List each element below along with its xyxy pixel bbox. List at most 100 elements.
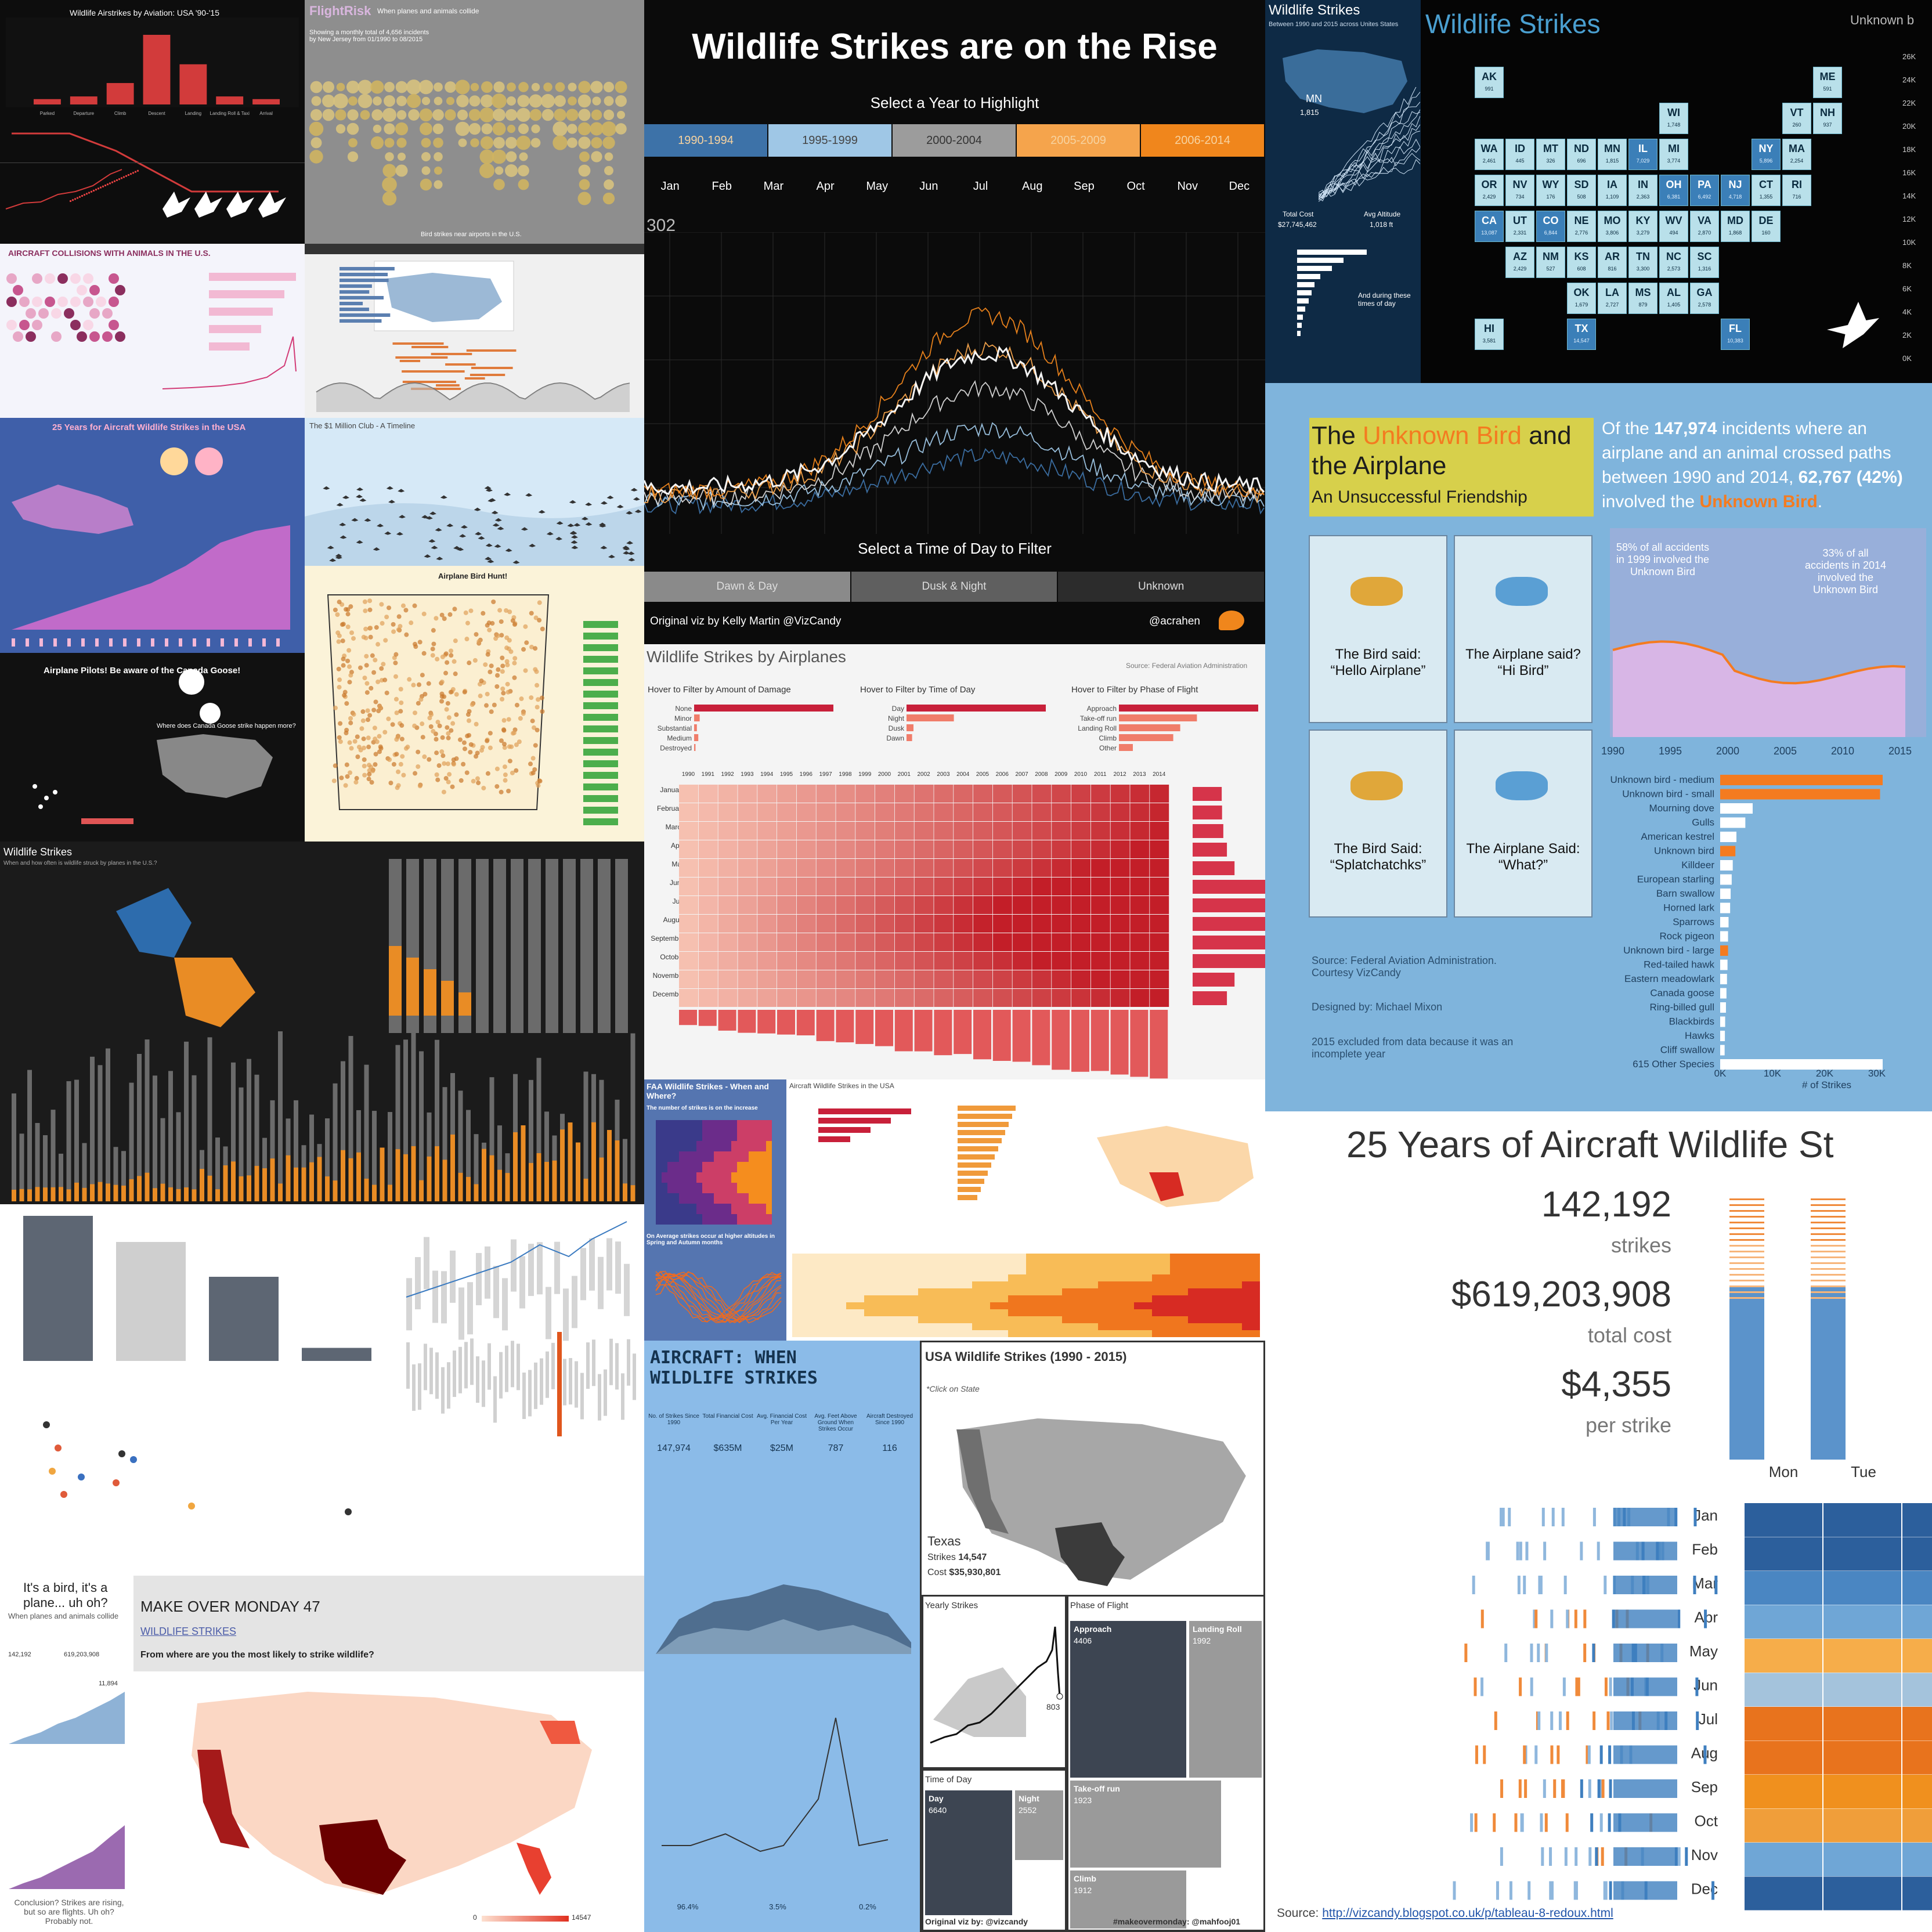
state-tile[interactable]: CT 1,355 — [1752, 175, 1781, 206]
day-tick — [1811, 1256, 1846, 1258]
tile-wildlife-rise: Wildlife Strikes are on the Rise Select … — [644, 0, 1265, 644]
state-tile[interactable]: WA 2,461 — [1475, 139, 1504, 170]
year-tab[interactable]: 1990-1994 — [644, 124, 767, 157]
time-tab[interactable]: Dusk & Night — [851, 572, 1057, 602]
state-tile[interactable]: MO 3,806 — [1598, 211, 1627, 242]
state-tile[interactable]: OK 1,679 — [1567, 283, 1596, 314]
state-tile[interactable]: MN 1,815 — [1598, 139, 1627, 170]
state-tile[interactable]: AL 1,405 — [1659, 283, 1688, 314]
source-link[interactable]: http://vizcandy.blogspot.co.uk/p/tableau… — [1322, 1906, 1613, 1920]
mom-choropleth[interactable] — [133, 1674, 644, 1930]
state-tile[interactable]: LA 2,727 — [1598, 283, 1627, 314]
state-tile[interactable]: NE 2,776 — [1567, 211, 1596, 242]
state-tile[interactable]: RI 716 — [1782, 175, 1811, 206]
state-tile[interactable]: OR 2,429 — [1475, 175, 1504, 206]
state-tile[interactable]: NH 937 — [1813, 103, 1842, 134]
state-tile[interactable]: TN 3,300 — [1628, 247, 1657, 278]
state-tile[interactable]: PA 6,492 — [1690, 175, 1719, 206]
filter-time-label[interactable]: Hover to Filter by Time of Day — [860, 685, 976, 695]
state-tile[interactable]: WY 176 — [1536, 175, 1565, 206]
phase-block[interactable]: Take-off run 1923 — [1070, 1781, 1221, 1868]
aws-heat-cell — [900, 1330, 918, 1337]
state-tile[interactable]: WI 1,748 — [1659, 103, 1688, 134]
state-tile[interactable]: MT 326 — [1536, 139, 1565, 170]
state-tile[interactable]: CA 13,087 — [1475, 211, 1504, 242]
state-tile[interactable]: NC 2,573 — [1659, 247, 1688, 278]
usa-map[interactable] — [922, 1395, 1265, 1615]
state-tile[interactable]: SC 1,316 — [1690, 247, 1719, 278]
incident-dot — [468, 109, 481, 121]
year-total-bar — [1110, 1010, 1129, 1075]
bird-dot — [383, 638, 388, 643]
heat-cell — [1012, 877, 1032, 895]
faa-heat-cell — [679, 1120, 685, 1131]
state-tile[interactable]: GA 2,578 — [1690, 283, 1719, 314]
state-tile[interactable]: NM 527 — [1536, 247, 1565, 278]
time-tab[interactable]: Dawn & Day — [644, 572, 850, 602]
state-tile[interactable]: TX 14,547 — [1567, 319, 1596, 350]
state-tile[interactable]: VT 260 — [1782, 103, 1811, 134]
state-tile[interactable]: ND 696 — [1567, 139, 1596, 170]
state-tile[interactable]: ID 445 — [1505, 139, 1534, 170]
goose-map[interactable] — [0, 653, 305, 842]
state-value: 14,547 — [1573, 338, 1590, 344]
credit-right[interactable]: @acrahen — [1149, 615, 1200, 627]
strike-tick — [1500, 1847, 1503, 1866]
state-tile[interactable]: NJ 4,718 — [1721, 175, 1750, 206]
bird-dot — [391, 629, 396, 634]
avg-alt-label: Avg Altitude — [1364, 210, 1401, 218]
unknown-area — [1613, 641, 1905, 737]
phase-block[interactable]: Landing Roll 1992 — [1189, 1621, 1262, 1778]
year-tab[interactable]: 2006-2014 — [1141, 124, 1264, 157]
state-tile[interactable]: DE 160 — [1752, 211, 1781, 242]
state-tile[interactable]: MA 2,254 — [1782, 139, 1811, 170]
bird-dot — [439, 691, 445, 696]
state-tile[interactable]: ME 591 — [1813, 67, 1842, 98]
hexagon — [19, 297, 30, 307]
tod-block[interactable]: Night 2552 — [1015, 1790, 1063, 1860]
mom-link[interactable]: WILDLIFE STRIKES — [140, 1626, 237, 1637]
phase-block[interactable]: Climb 1912 — [1070, 1870, 1186, 1929]
state-tile[interactable]: AK 991 — [1475, 67, 1504, 98]
state-tile[interactable]: IN 2,363 — [1628, 175, 1657, 206]
phase-block[interactable]: Approach 4406 — [1070, 1621, 1186, 1778]
state-tile[interactable]: MD 1,868 — [1721, 211, 1750, 242]
state-tile[interactable]: OH 6,381 — [1659, 175, 1688, 206]
bird-dot — [366, 745, 371, 750]
year-tab[interactable]: 1995-1999 — [768, 124, 891, 157]
year-label: 1995 — [780, 771, 793, 778]
state-tile[interactable]: KY 3,279 — [1628, 211, 1657, 242]
year-tab[interactable]: 2005-2009 — [1017, 124, 1140, 157]
trend-dot — [132, 172, 134, 174]
state-tile[interactable]: NY 5,896 — [1752, 139, 1781, 170]
state-tile[interactable]: IL 7,029 — [1628, 139, 1657, 170]
strike-tick — [1523, 1576, 1526, 1594]
summary-charts: MonTueJanFebMarAprMayJunJulAugSepOctNovD… — [1453, 1198, 1932, 1911]
cost-bar — [583, 714, 618, 721]
filter-phase-label[interactable]: Hover to Filter by Phase of Flight — [1071, 685, 1198, 695]
species-label: Unknown bird - medium — [1610, 774, 1714, 785]
time-tab[interactable]: Unknown — [1058, 572, 1264, 602]
twitter-icon[interactable] — [1219, 611, 1244, 630]
state-tile[interactable]: NV 734 — [1505, 175, 1534, 206]
quarter-bar-fill — [356, 1152, 361, 1201]
state-tile[interactable]: AR 816 — [1598, 247, 1627, 278]
state-tile[interactable]: AZ 2,429 — [1505, 247, 1534, 278]
tod-block[interactable]: Day 6640 — [925, 1790, 1012, 1915]
phase-bar — [1297, 323, 1302, 328]
state-tile[interactable]: MS 879 — [1628, 283, 1657, 314]
filter-damage-label[interactable]: Hover to Filter by Amount of Damage — [648, 685, 791, 695]
state-tile[interactable]: HI 3,581 — [1475, 319, 1504, 350]
state-tile[interactable]: WV 494 — [1659, 211, 1688, 242]
state-tile[interactable]: MI 3,774 — [1659, 139, 1688, 170]
bird-dot — [420, 673, 425, 678]
state-tile[interactable]: IA 1,109 — [1598, 175, 1627, 206]
state-tile[interactable]: UT 2,331 — [1505, 211, 1534, 242]
year-tab[interactable]: 2000-2004 — [893, 124, 1016, 157]
state-tile[interactable]: KS 608 — [1567, 247, 1596, 278]
state-tile[interactable]: FL 10,383 — [1721, 319, 1750, 350]
us-map-mini[interactable] — [1265, 35, 1421, 122]
state-tile[interactable]: CO 6,844 — [1536, 211, 1565, 242]
state-tile[interactable]: VA 2,870 — [1690, 211, 1719, 242]
state-tile[interactable]: SD 508 — [1567, 175, 1596, 206]
